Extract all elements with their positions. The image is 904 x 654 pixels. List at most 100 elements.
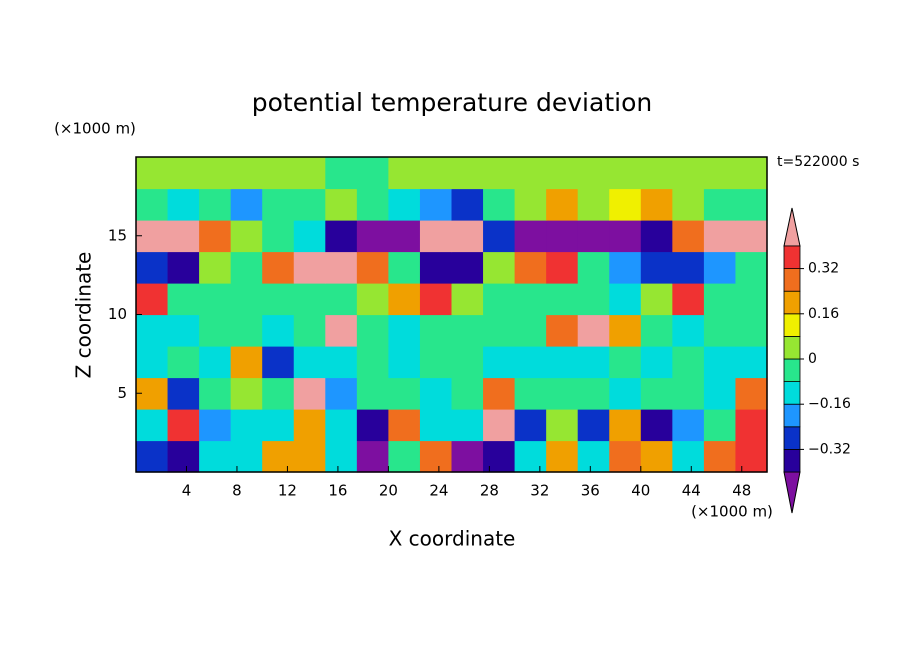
field-cell xyxy=(672,440,705,473)
field-cell xyxy=(293,251,326,284)
field-cell xyxy=(546,409,579,442)
field-cell xyxy=(609,157,642,190)
field-cell xyxy=(609,346,642,379)
field-cell xyxy=(514,346,547,379)
field-cell xyxy=(577,314,610,347)
field-cell xyxy=(356,251,389,284)
field-cell xyxy=(640,283,673,316)
x-tick-label: 36 xyxy=(581,482,600,500)
field-cell xyxy=(735,220,768,253)
field-cell xyxy=(609,314,642,347)
field-cell xyxy=(262,377,295,410)
y-axis-label: Z coordinate xyxy=(72,252,96,379)
field-cell xyxy=(136,440,169,473)
field-cell xyxy=(514,377,547,410)
field-cell xyxy=(199,377,232,410)
x-tick-label: 40 xyxy=(631,482,650,500)
colorbar-band xyxy=(783,426,801,450)
field-cell xyxy=(735,188,768,221)
colorbar-band xyxy=(783,245,801,270)
colorbar-tick-label: −0.16 xyxy=(808,396,851,412)
field-cell xyxy=(672,409,705,442)
colorbar-band xyxy=(783,448,801,473)
field-cell xyxy=(672,346,705,379)
field-cell xyxy=(230,283,263,316)
field-cell xyxy=(546,188,579,221)
field-cell xyxy=(703,220,737,253)
field-cell xyxy=(419,346,453,379)
field-cell xyxy=(356,440,389,473)
field-cell xyxy=(609,409,642,442)
field-cell xyxy=(703,283,737,316)
field-cell xyxy=(136,157,169,190)
field-cell xyxy=(672,377,705,410)
field-cell xyxy=(167,251,200,284)
field-cell xyxy=(419,409,453,442)
field-cell xyxy=(451,377,484,410)
colorbar-band xyxy=(783,381,801,405)
field-cell xyxy=(672,157,705,190)
x-tick-label: 24 xyxy=(429,482,448,500)
x-tick-label: 48 xyxy=(732,482,751,500)
field-cell xyxy=(293,314,326,347)
field-cell xyxy=(514,440,547,473)
x-unit: (×1000 m) xyxy=(691,503,773,521)
field-cell xyxy=(577,220,610,253)
field-cell xyxy=(388,377,421,410)
axes: 4 8 12 16 20 24 28 32 36 40 44 48510150.320.160−0.1… xyxy=(108,156,851,514)
field-cell xyxy=(672,188,705,221)
field-cell xyxy=(325,440,358,473)
field-cell xyxy=(199,283,232,316)
field-cell xyxy=(262,440,295,473)
field-cell xyxy=(483,220,516,253)
field-cell xyxy=(136,251,169,284)
field-cell xyxy=(483,188,516,221)
field-cell xyxy=(703,346,737,379)
field-cell xyxy=(609,377,642,410)
field-cell xyxy=(293,440,326,473)
field-cell xyxy=(388,220,421,253)
field-cell xyxy=(640,346,673,379)
field-cell xyxy=(419,440,453,473)
colorbar-band xyxy=(783,290,801,315)
field-cell xyxy=(546,440,579,473)
colorbar-triangle xyxy=(783,471,801,514)
field-cell xyxy=(514,157,547,190)
field-cell xyxy=(451,314,484,347)
field-cell xyxy=(388,157,421,190)
field-cell xyxy=(167,220,200,253)
field-cell xyxy=(451,188,484,221)
x-tick-label: 28 xyxy=(480,482,499,500)
field-cell xyxy=(419,220,453,253)
field-cell xyxy=(356,346,389,379)
field-cell xyxy=(483,440,516,473)
field-cell xyxy=(419,314,453,347)
field-cell xyxy=(640,220,673,253)
field-cell xyxy=(577,377,610,410)
field-cell xyxy=(167,409,200,442)
x-tick-label: 4 xyxy=(182,482,192,500)
field-cell xyxy=(546,283,579,316)
x-tick-label: 12 xyxy=(278,482,297,500)
field-cell xyxy=(325,314,358,347)
field-cell xyxy=(136,409,169,442)
field-cell xyxy=(167,346,200,379)
field-cell xyxy=(419,251,453,284)
x-tick-label: 32 xyxy=(530,482,549,500)
field-cell xyxy=(293,283,326,316)
field-cell xyxy=(293,346,326,379)
field-cell xyxy=(483,409,516,442)
field-cell xyxy=(325,251,358,284)
field-cell xyxy=(167,188,200,221)
x-tick-label: 16 xyxy=(328,482,347,500)
y-tick-label: 10 xyxy=(108,305,127,323)
field-cell xyxy=(325,220,358,253)
field-cell xyxy=(388,409,421,442)
field-cell xyxy=(262,409,295,442)
x-axis-label: X coordinate xyxy=(389,527,516,551)
field-cell xyxy=(546,314,579,347)
field-cell xyxy=(356,157,389,190)
field-cell xyxy=(577,440,610,473)
field-cell xyxy=(514,314,547,347)
